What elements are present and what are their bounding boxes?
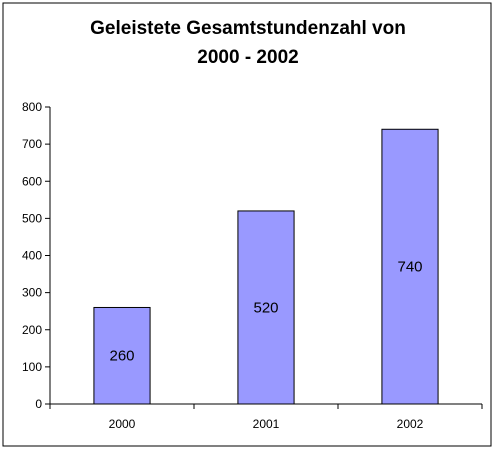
x-tick-label: 2000 [109, 417, 136, 431]
x-tick-label: 2002 [397, 417, 424, 431]
data-label-2002: 740 [397, 259, 422, 276]
bar-2001 [237, 210, 295, 405]
data-label-2000: 260 [109, 348, 134, 365]
data-label-2001: 520 [253, 299, 278, 316]
y-axis: 0 100 200 300 400 500 600 700 800 [22, 100, 51, 411]
y-tick-label: 500 [22, 211, 42, 225]
data-labels: 260 520 740 [109, 259, 422, 365]
bar-2002 [381, 128, 439, 405]
y-tick-label: 0 [35, 397, 42, 411]
bar-2000 [93, 306, 151, 405]
x-tick-label: 2001 [253, 417, 280, 431]
chart-title-line-2: 2000 - 2002 [197, 47, 298, 68]
y-tick-label: 600 [22, 174, 42, 188]
bars [93, 128, 439, 405]
y-tick-label: 700 [22, 137, 42, 151]
y-tick-label: 800 [22, 100, 42, 114]
y-tick-label: 300 [22, 286, 42, 300]
y-tick-label: 200 [22, 323, 42, 337]
y-tick-label: 400 [22, 249, 42, 263]
chart-title-line-1: Geleistete Gesamtstundenzahl von [90, 18, 406, 39]
y-tick-label: 100 [22, 360, 42, 374]
